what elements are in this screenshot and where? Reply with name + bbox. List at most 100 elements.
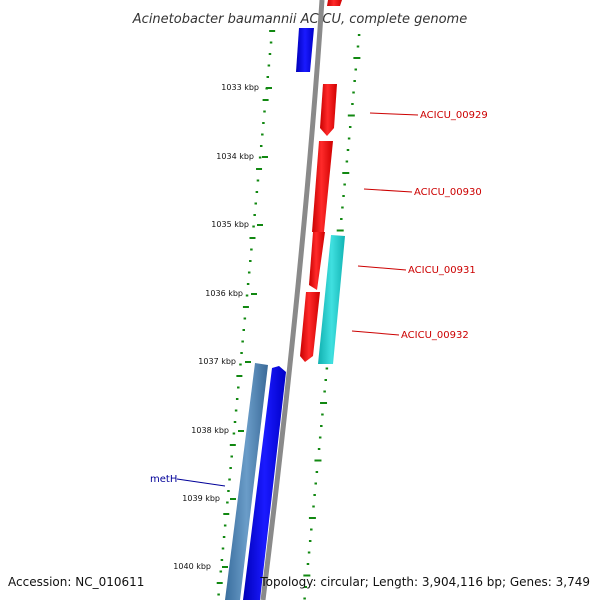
gc-dot — [312, 505, 315, 508]
tick-mark — [238, 430, 244, 432]
gc-dot — [303, 597, 306, 600]
reverse-strand-features — [225, 28, 325, 600]
gc-dot — [227, 490, 230, 492]
gc-dot — [258, 156, 262, 159]
red-cds-acicu-00929 — [320, 84, 337, 136]
red-cds-acicu-00930 — [312, 141, 333, 232]
gc-dot — [239, 363, 242, 366]
tick-mark — [262, 156, 268, 158]
gc-dot — [269, 30, 276, 32]
gc-dot — [249, 260, 252, 262]
tick-mark — [222, 566, 228, 568]
gc-dot — [236, 375, 243, 377]
gc-dot — [233, 421, 237, 423]
gc-dot — [306, 563, 310, 565]
gc-dot — [219, 570, 223, 573]
gc-dot — [253, 214, 256, 216]
gc-dot — [347, 137, 351, 140]
gc-dot — [313, 494, 316, 496]
gc-dot — [217, 593, 220, 596]
gc-dot — [346, 149, 350, 151]
gc-dot — [241, 340, 244, 343]
gc-dot — [250, 248, 253, 251]
gc-dot — [317, 448, 321, 450]
gc-dot — [308, 517, 316, 519]
gene-label-acicu-00932[interactable]: ACICU_00932 — [401, 330, 469, 341]
gc-dot — [303, 574, 311, 577]
gc-dot — [245, 294, 249, 297]
gc-dot — [356, 45, 360, 48]
gc-dot — [307, 551, 311, 554]
gc-dot — [354, 68, 358, 71]
red-cds-top — [327, 0, 342, 6]
gc-dot — [226, 501, 229, 504]
tick-label-1034: 1034 kbp — [216, 152, 254, 161]
genome-backbone — [260, 0, 325, 600]
gc-dot — [220, 559, 224, 561]
tick-label-1037: 1037 kbp — [198, 357, 236, 366]
gc-dot — [246, 283, 250, 285]
gc-dot — [262, 122, 265, 124]
gc-dot — [325, 367, 329, 370]
gene-label-acicu-00930[interactable]: ACICU_00930 — [414, 187, 482, 198]
gene-label-meth[interactable]: metH — [150, 474, 177, 485]
tick-label-1035: 1035 kbp — [211, 220, 249, 229]
red-cds-reverse-2 — [300, 292, 320, 362]
gc-dot — [320, 425, 323, 427]
gene-label-acicu-00929[interactable]: ACICU_00929 — [420, 110, 488, 121]
gc-dot — [310, 528, 313, 531]
gc-dot — [268, 53, 272, 55]
tick-label-1040: 1040 kbp — [173, 562, 211, 571]
gc-dot — [240, 352, 243, 354]
gc-dot — [352, 91, 355, 94]
red-cds-reverse-1 — [309, 232, 325, 290]
gc-dot — [256, 179, 260, 182]
tick-mark — [245, 361, 251, 363]
gene-label-acicu-00931[interactable]: ACICU_00931 — [408, 265, 476, 276]
gc-dot — [221, 547, 225, 550]
gc-dot — [343, 183, 346, 186]
gc-dot — [267, 64, 271, 67]
gc-dot — [348, 126, 352, 128]
gc-dot — [252, 225, 255, 228]
gc-dot — [353, 57, 361, 59]
tick-label-1036: 1036 kbp — [205, 289, 243, 298]
map-title: Acinetobacter baumannii ACICU, complete … — [132, 12, 467, 27]
gc-dot — [228, 478, 231, 481]
tick-mark — [230, 498, 236, 500]
gc-dot — [216, 582, 223, 584]
gc-dot — [255, 191, 259, 193]
leader-acicu-00931 — [357, 265, 407, 271]
gc-dot — [223, 524, 227, 527]
gc-dot — [222, 536, 226, 538]
gc-dot — [345, 160, 349, 163]
gc-dot — [342, 195, 345, 197]
gc-dot — [353, 80, 356, 82]
gc-dot — [229, 444, 236, 446]
blue-cds-meth — [243, 366, 286, 600]
gc-dot — [266, 76, 270, 78]
leader-acicu-00932 — [351, 330, 400, 336]
gc-dot — [323, 390, 326, 393]
gc-dot — [230, 455, 233, 458]
gc-dot — [314, 459, 322, 462]
gc-dot — [263, 110, 266, 113]
gc-dot — [247, 271, 251, 274]
tick-mark — [257, 224, 263, 226]
gc-dot — [262, 99, 269, 101]
gc-dot — [234, 409, 238, 412]
gc-dot — [340, 218, 343, 220]
tick-label-1038: 1038 kbp — [191, 426, 229, 435]
gc-dot — [321, 413, 324, 416]
gc-dot — [256, 168, 263, 170]
gc-dot — [261, 133, 264, 136]
gc-dot — [254, 202, 258, 205]
accession-text: Accession: NC_010611 — [8, 575, 144, 589]
gc-dot — [249, 237, 256, 239]
gc-dot — [304, 586, 307, 588]
gc-dot — [269, 41, 273, 44]
gc-dot — [357, 34, 361, 36]
forward-strand-features — [312, 0, 345, 364]
gc-dot — [324, 379, 327, 381]
